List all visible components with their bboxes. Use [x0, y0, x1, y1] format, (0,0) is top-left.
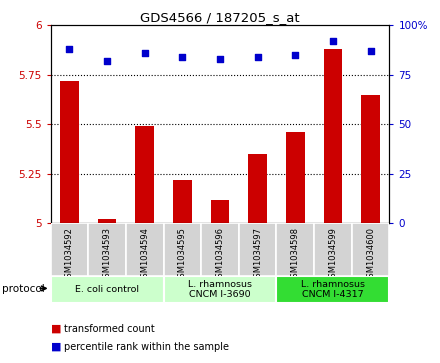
- Bar: [51, 223, 88, 276]
- Bar: [314, 223, 352, 276]
- Bar: [276, 223, 314, 276]
- Bar: [98, 219, 117, 223]
- Bar: [248, 154, 267, 223]
- Bar: [173, 180, 192, 223]
- Point: [330, 38, 337, 44]
- Bar: [352, 223, 389, 276]
- Text: GSM1034598: GSM1034598: [291, 228, 300, 284]
- Text: ■: ■: [51, 342, 61, 352]
- Point: [254, 54, 261, 60]
- Point: [179, 54, 186, 60]
- Bar: [164, 223, 201, 276]
- Text: ■: ■: [51, 323, 61, 334]
- Bar: [126, 223, 164, 276]
- Title: GDS4566 / 187205_s_at: GDS4566 / 187205_s_at: [140, 11, 300, 24]
- Bar: [164, 276, 276, 303]
- Text: GSM1034596: GSM1034596: [216, 228, 224, 284]
- Point: [292, 52, 299, 58]
- Text: E. coli control: E. coli control: [75, 285, 139, 294]
- Point: [216, 56, 224, 62]
- Point: [141, 50, 148, 56]
- Text: GSM1034592: GSM1034592: [65, 228, 74, 284]
- Text: percentile rank within the sample: percentile rank within the sample: [64, 342, 229, 352]
- Bar: [276, 276, 389, 303]
- Text: GSM1034594: GSM1034594: [140, 228, 149, 284]
- Bar: [361, 95, 380, 223]
- Bar: [201, 223, 239, 276]
- Bar: [136, 126, 154, 223]
- Text: GSM1034600: GSM1034600: [366, 228, 375, 284]
- Bar: [239, 223, 276, 276]
- Bar: [211, 200, 229, 223]
- Text: protocol: protocol: [2, 284, 45, 294]
- Text: L. rhamnosus
CNCM I-3690: L. rhamnosus CNCM I-3690: [188, 280, 252, 299]
- Text: transformed count: transformed count: [64, 323, 154, 334]
- Bar: [60, 81, 79, 223]
- Text: GSM1034597: GSM1034597: [253, 228, 262, 284]
- Bar: [323, 49, 342, 223]
- Text: GSM1034593: GSM1034593: [103, 228, 112, 284]
- Point: [66, 46, 73, 52]
- Bar: [51, 276, 164, 303]
- Text: GSM1034599: GSM1034599: [328, 228, 337, 284]
- Text: L. rhamnosus
CNCM I-4317: L. rhamnosus CNCM I-4317: [301, 280, 365, 299]
- Point: [367, 48, 374, 54]
- Point: [103, 58, 110, 64]
- Bar: [286, 132, 305, 223]
- Bar: [88, 223, 126, 276]
- Text: GSM1034595: GSM1034595: [178, 228, 187, 284]
